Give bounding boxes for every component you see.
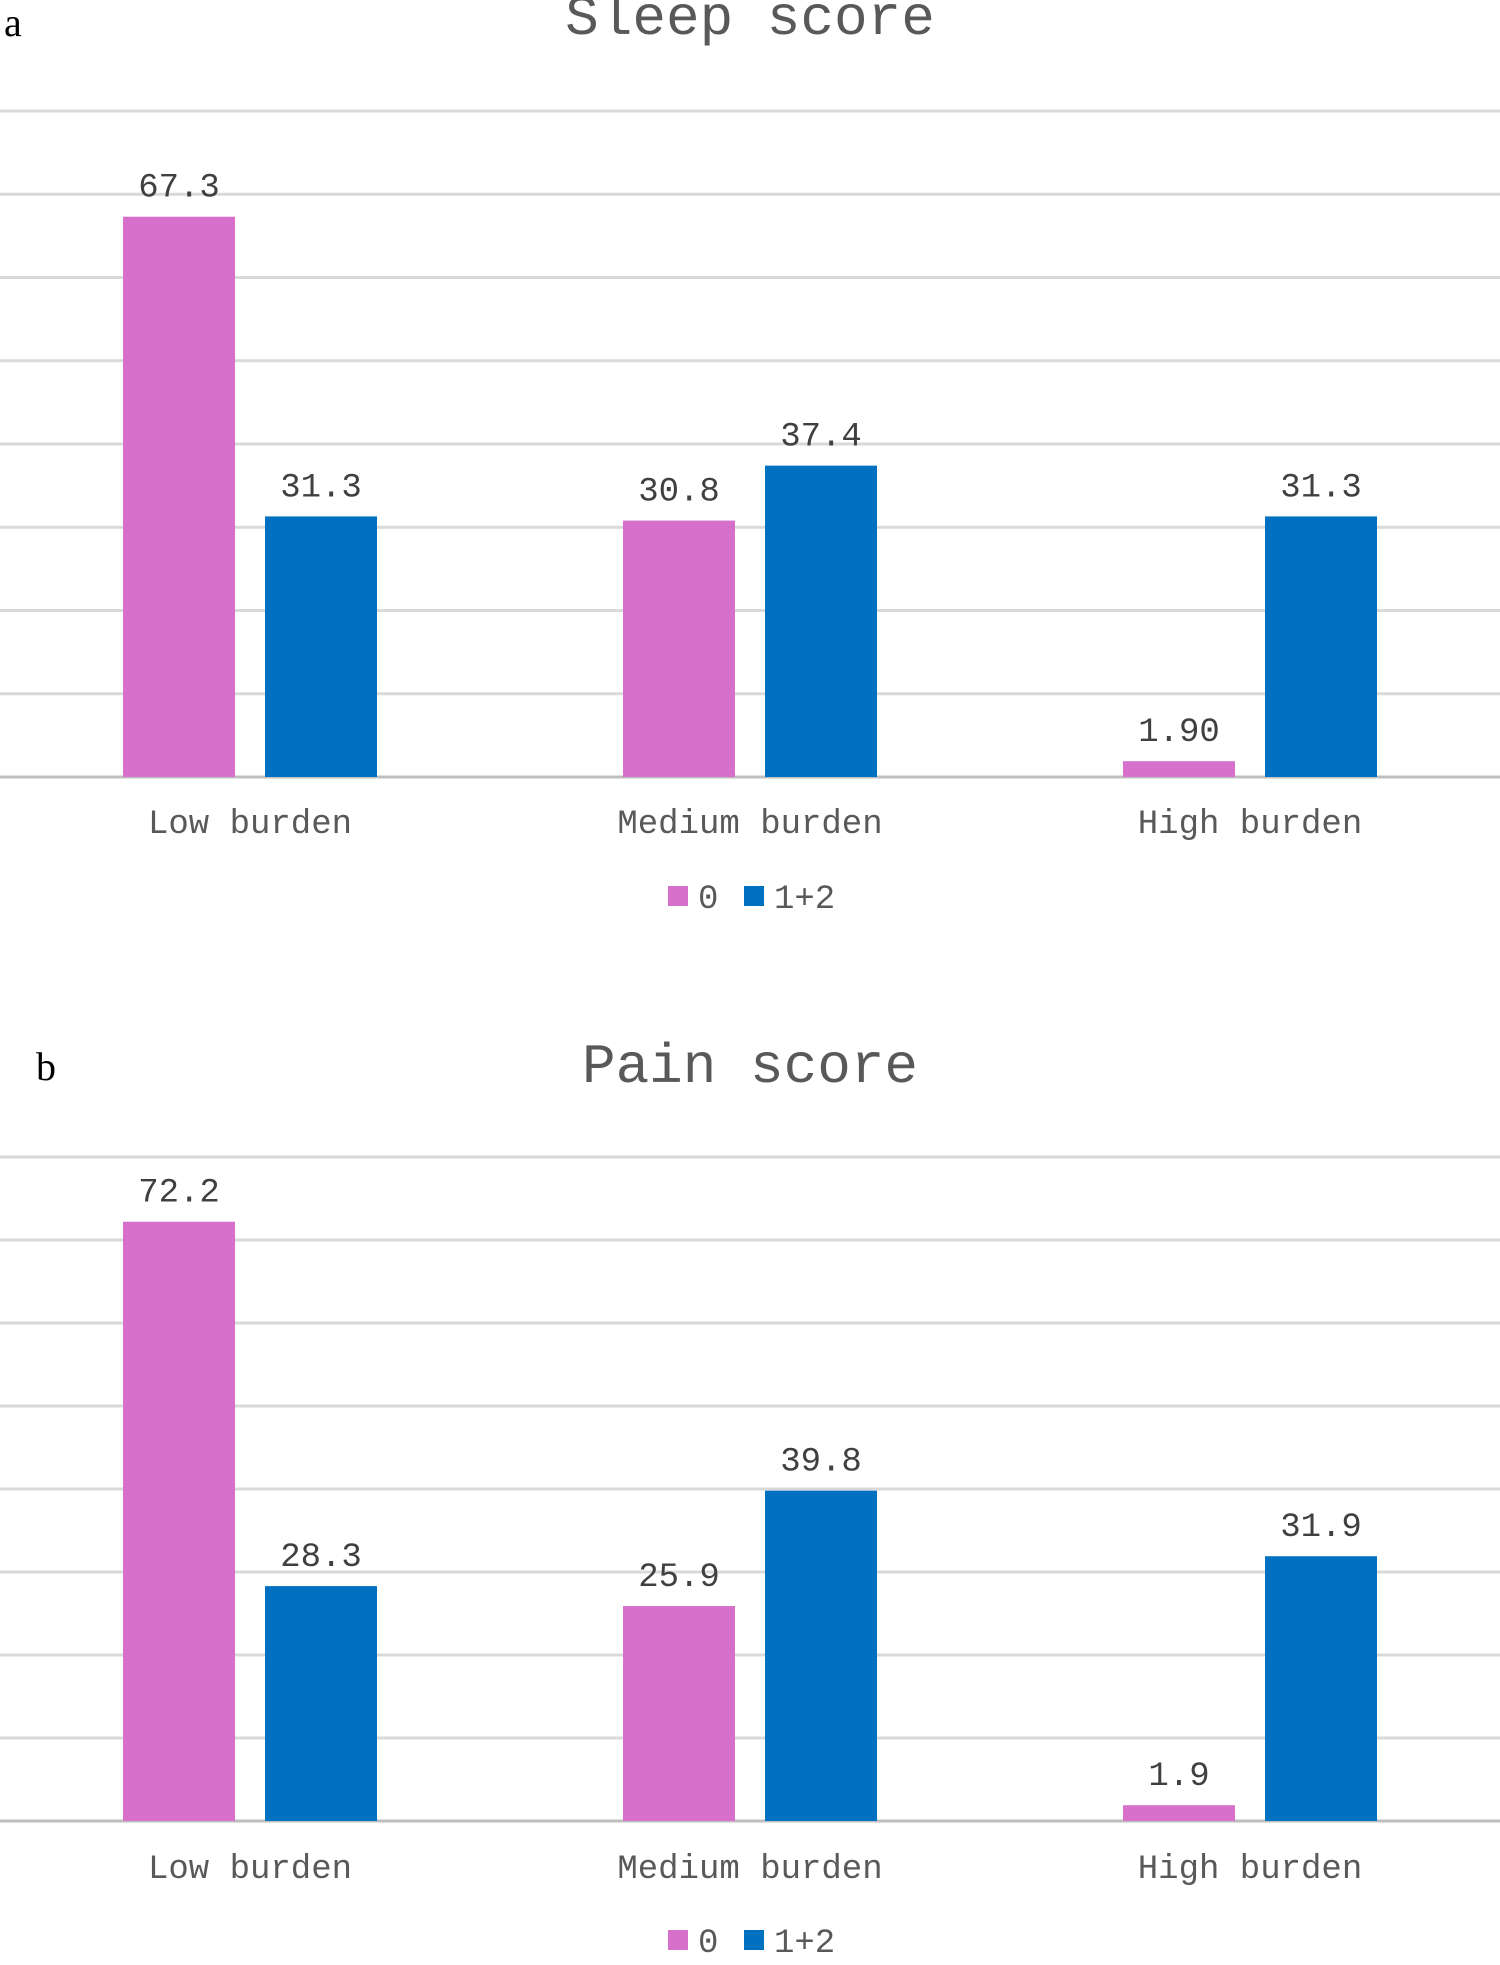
legend-label: 0: [698, 881, 718, 919]
bar-b-low-burden-series-1: [265, 1586, 377, 1821]
bar-b-medium-burden-series-1: [765, 1490, 877, 1821]
legend-swatch: [744, 1930, 764, 1950]
data-label: 72.2: [138, 1175, 220, 1213]
data-label: 1.9: [1148, 1758, 1209, 1796]
data-label: 31.3: [280, 469, 362, 507]
bar-b-high-burden-series-0: [1123, 1805, 1235, 1821]
chart-title-b: Pain score: [582, 1035, 918, 1099]
legend-swatch: [668, 1930, 688, 1950]
data-label: 31.9: [1280, 1509, 1362, 1547]
category-label: High burden: [1138, 806, 1362, 844]
bar-a-high-burden-series-0: [1123, 761, 1235, 777]
category-label: Low burden: [148, 1851, 352, 1889]
bar-a-medium-burden-series-0: [623, 520, 735, 777]
data-label: 25.9: [638, 1559, 720, 1597]
category-label: Medium burden: [617, 806, 882, 844]
chart-title-a: Sleep score: [565, 0, 935, 51]
legend-label: 0: [698, 1925, 718, 1963]
bar-b-low-burden-series-0: [123, 1221, 235, 1821]
data-label: 1.90: [1138, 714, 1220, 752]
category-label: Low burden: [148, 806, 352, 844]
legend-label: 1+2: [774, 881, 835, 919]
panel-letter-a: a: [4, 0, 22, 45]
bar-a-medium-burden-series-1: [765, 465, 877, 777]
legend-swatch: [668, 886, 688, 906]
data-label: 39.8: [780, 1444, 862, 1482]
bar-a-low-burden-series-1: [265, 516, 377, 777]
category-label: Medium burden: [617, 1851, 882, 1889]
bar-b-medium-burden-series-0: [623, 1606, 735, 1821]
panel-letter-b: b: [36, 1044, 56, 1089]
bar-a-high-burden-series-1: [1265, 516, 1377, 777]
legend-label: 1+2: [774, 1925, 835, 1963]
bar-b-high-burden-series-1: [1265, 1556, 1377, 1821]
bar-a-low-burden-series-0: [123, 216, 235, 778]
data-label: 37.4: [780, 419, 862, 457]
legend-swatch: [744, 886, 764, 906]
category-label: High burden: [1138, 1851, 1362, 1889]
data-label: 67.3: [138, 170, 220, 208]
data-label: 30.8: [638, 474, 720, 512]
data-label: 28.3: [280, 1539, 362, 1577]
data-label: 31.3: [1280, 469, 1362, 507]
